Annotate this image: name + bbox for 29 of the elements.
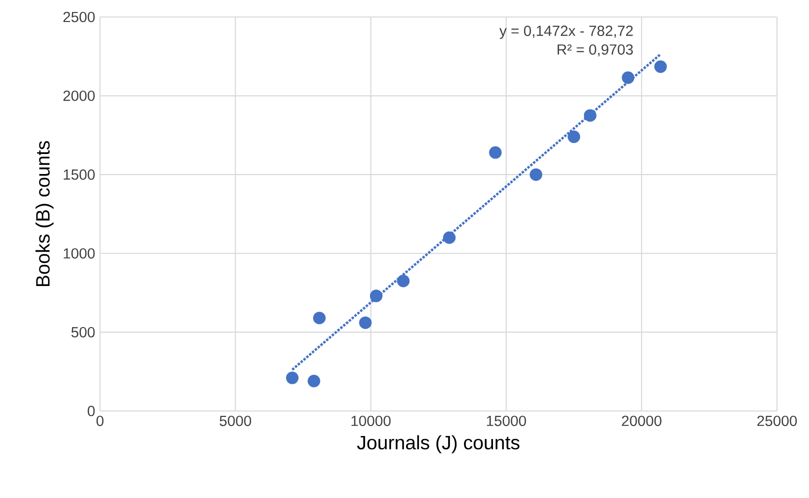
point (489, 146, 502, 159)
y-tick-label: 2000 (63, 90, 95, 101)
x-tick-label: 10000 (352, 416, 391, 426)
x-tick-label: 0 (96, 416, 104, 426)
point (286, 372, 299, 384)
y-axis-title: Books (B) counts (36, 141, 54, 286)
annotation: R² = 0,9703 (558, 44, 633, 56)
point (584, 109, 596, 122)
y-tick-label: 2500 (63, 12, 95, 22)
x-axis-title: Journals (J) counts (357, 435, 520, 454)
x-tick-label: 20000 (622, 416, 662, 426)
y-tick-label: 500 (71, 327, 95, 338)
point (359, 316, 372, 329)
point (622, 71, 634, 84)
point (308, 374, 320, 388)
y-tick-label: 1000 (64, 248, 95, 259)
point (568, 130, 580, 144)
x-tick-label: 15000 (486, 416, 526, 426)
annotation: y = 0,1472x - 782,72 (499, 26, 633, 39)
point (654, 60, 667, 73)
x-tick-label: 25000 (757, 416, 797, 426)
point (313, 312, 326, 324)
x-tick-label: 5000 (220, 416, 252, 426)
point (370, 290, 382, 302)
y-tick-label: 1500 (64, 169, 95, 180)
point (530, 168, 542, 181)
point (443, 231, 456, 244)
y-tick-label: 0 (88, 406, 95, 416)
point (397, 274, 410, 288)
